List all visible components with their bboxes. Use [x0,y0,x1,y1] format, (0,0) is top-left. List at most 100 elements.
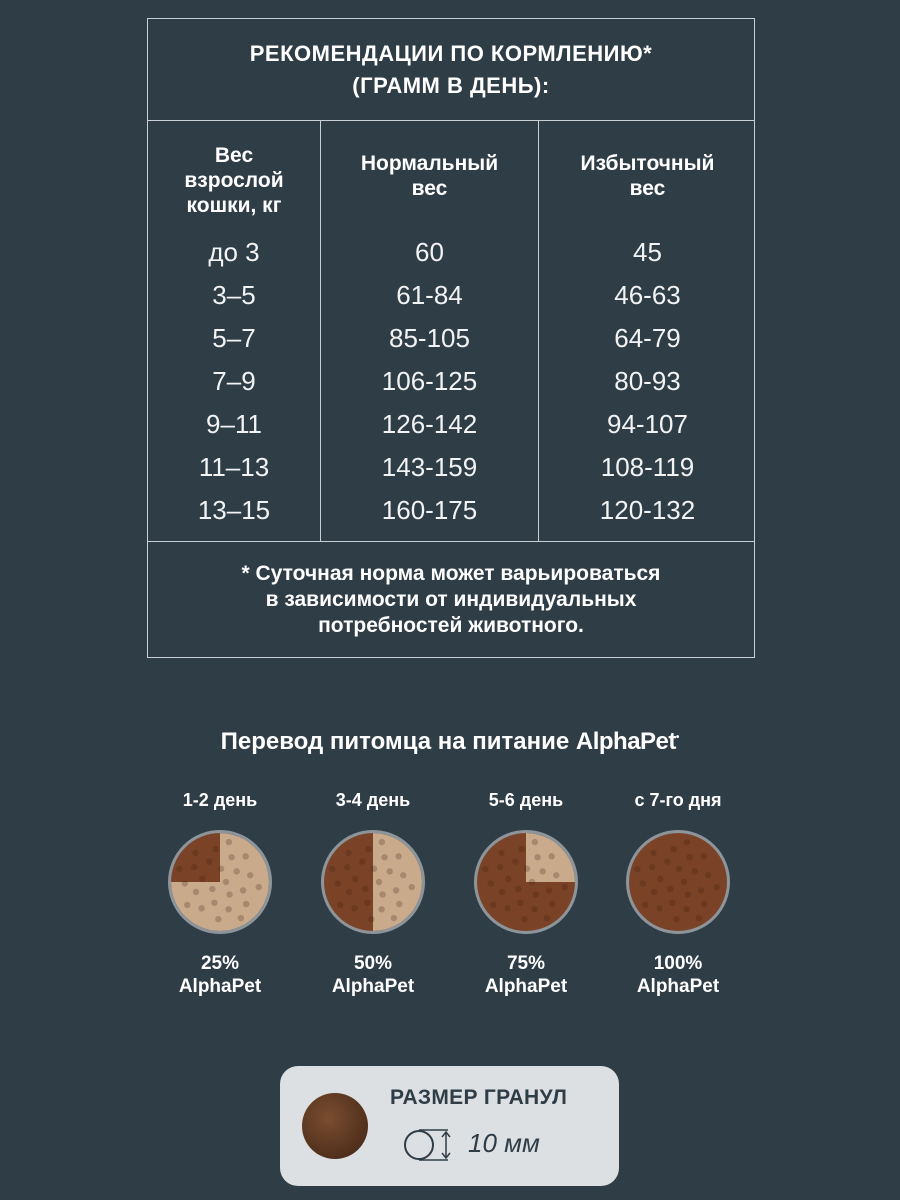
kibble-dot [684,891,691,898]
kibble-dot [408,883,415,891]
kibble-dot [656,905,663,912]
kibble-dot [648,863,656,871]
kibble-dot [365,845,372,853]
column-normal-weight: Нормальный вес 60 61-84 85-105 106-125 1… [321,121,539,541]
table-cell-normal: 126-142 [381,409,478,439]
table-title: РЕКОМЕНДАЦИИ ПО КОРМЛЕНИЮ* (ГРАММ В ДЕНЬ… [148,19,754,121]
kibble-dot [211,899,218,906]
kibble-dot [343,863,351,871]
kibble-dot [181,880,188,887]
table-cell-weight: 13–15 [197,495,271,525]
food-bowl-icon [474,830,578,934]
table-cell-over: 94-107 [607,409,688,439]
kibble-dot [370,865,378,872]
kibble-dot [667,885,674,893]
brand-name: AlphaPet [575,728,677,755]
kibble-dot [504,905,511,912]
kibble-dot [680,878,688,886]
kibble-dot [701,900,708,908]
kibble-dot [683,838,691,846]
kibble-dot [190,863,198,871]
transition-title: Перевод питомца на питание AlphaPet• [0,728,900,756]
header-text: Вес [214,143,254,167]
kibble-dot [561,883,568,891]
kibble-dot [390,914,398,922]
step-percent: 25% AlphaPet [179,952,261,998]
kibble-dot [392,887,400,894]
new-food-wedge [629,833,727,931]
kibble-dot [184,901,191,909]
kibble-dot [228,854,235,861]
kibble-dot [482,865,489,873]
kibble-dot [334,880,341,887]
kibble-dot [362,885,369,893]
step-day: с 7-го дня [634,790,722,810]
new-food-wedge [171,833,220,882]
kibble-dot [650,849,657,856]
kibble-dot [518,845,525,853]
kibble-dot [521,916,528,923]
kibble-dot [255,883,262,891]
kibble-dot [543,914,551,922]
kibble-dot [239,887,247,894]
kibble-dot [206,858,213,865]
table-cell-weight: до 3 [208,237,260,267]
feeding-table: РЕКОМЕНДАЦИИ ПО КОРМЛЕНИЮ* (ГРАММ В ДЕНЬ… [147,18,755,658]
kibble-dot [345,888,353,896]
kibble-dot [496,863,504,871]
step-percent: 50% AlphaPet [332,952,414,998]
kibble-dot [517,899,524,906]
brand-dot-icon: • [675,732,680,743]
table-cell-weight: 5–7 [212,323,256,353]
kibble-dot [531,838,539,846]
kibble-dot [225,838,233,846]
kibble-dot [209,885,216,893]
kibble-dot [498,888,506,896]
kibble-dot [686,854,693,861]
kibble-dot [515,885,522,893]
footnote-line-2: в зависимости от индивидуальных [265,587,637,611]
granule-title: РАЗМЕР ГРАНУЛ [390,1086,568,1109]
table-title-line-1: РЕКОМЕНДАЦИИ ПО КОРМЛЕНИЮ* [249,40,653,66]
percent-brand: AlphaPet [484,976,568,997]
kibble-dot [226,891,233,898]
food-bowl-icon [626,830,730,934]
table-cell-weight: 3–5 [212,280,256,310]
table-cell-over: 80-93 [614,366,681,396]
kibble-dot [395,853,402,860]
kibble-dot [396,900,403,908]
kibble-dot [634,865,641,873]
footnote-line-3: потребностей животного. [318,613,584,637]
kibble-dot [539,868,546,875]
kibble-dot [375,878,383,886]
kibble-dot [352,875,359,883]
kibble-dot [549,900,556,908]
header-text: Избыточный [580,152,715,175]
kibble-dot [329,865,336,873]
kibble-dot [379,891,386,898]
kibble-dot [534,854,541,861]
kibble-dot [669,899,676,906]
step-percent: 75% AlphaPet [485,952,567,998]
kibble-dot [217,865,225,872]
kibble-dot [523,865,531,872]
column-header-overweight: Избыточный вес [539,121,756,231]
new-food-wedge [324,833,373,931]
step-day: 3-4 день [335,790,411,810]
kibble-dot [176,865,183,873]
kibble-dot [386,868,393,875]
kibble-dot [697,887,705,894]
kibble-dot [400,872,407,879]
kibble-dot [243,900,250,908]
percent-value: 50% [353,953,392,974]
table-title-line-2: (ГРАММ В ДЕНЬ): [352,72,550,98]
kibble-dot [650,888,658,896]
kibble-dot [490,901,497,909]
kibble-dot [695,914,703,922]
column-header-normal-weight: Нормальный вес [321,121,538,231]
table-footnote: * Суточная норма может варьироваться в з… [148,541,754,657]
kibble-dot [642,901,649,909]
transition-step: 5-6 день 75% AlphaPet [461,790,591,998]
percent-brand: AlphaPet [178,976,262,997]
percent-value: 25% [200,953,239,974]
